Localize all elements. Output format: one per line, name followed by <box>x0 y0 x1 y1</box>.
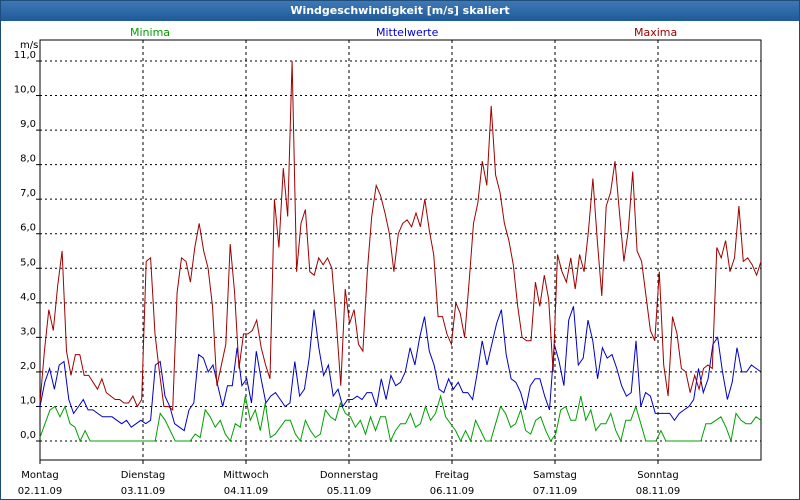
series-line-maxima <box>39 60 762 411</box>
x-tick-label-date: 05.11.09 <box>327 486 372 497</box>
y-tick-label: 4,0 <box>20 292 36 303</box>
x-tick-label-date: 08.11.09 <box>636 486 681 497</box>
y-tick-label: 5,0 <box>20 257 36 268</box>
x-tick-label-day: Freitag <box>435 470 469 481</box>
plot-frame <box>39 39 762 461</box>
y-tick-label: 6,0 <box>20 223 36 234</box>
y-tick-label: 7,0 <box>20 188 36 199</box>
x-tick-label-date: 06.11.09 <box>430 486 475 497</box>
x-tick-label-day: Donnerstag <box>320 470 378 481</box>
x-tick-label-day: Montag <box>21 470 58 481</box>
x-tick-label-date: 07.11.09 <box>533 486 578 497</box>
x-tick-label-day: Sonntag <box>637 470 679 481</box>
legend-mittelwerte: Mittelwerte <box>376 26 439 39</box>
x-tick-label-day: Mittwoch <box>223 470 268 481</box>
x-tick-label-day: Dienstag <box>121 470 166 481</box>
series-line-mittelwerte <box>39 306 762 432</box>
legend-minima: Minima <box>130 26 171 39</box>
y-tick-label: 10,0 <box>14 85 36 96</box>
legend-maxima: Maxima <box>634 26 678 39</box>
y-tick-label: 3,0 <box>20 326 36 337</box>
y-tick-label: 8,0 <box>20 154 36 165</box>
series-line-minima <box>39 394 762 443</box>
window-title: Windgeschwindigkeit [m/s] skaliert <box>1 1 799 21</box>
y-tick-label: 2,0 <box>20 361 36 372</box>
y-tick-label: 1,0 <box>20 395 36 406</box>
y-axis-unit: m/s <box>20 40 39 51</box>
x-tick-label-date: 04.11.09 <box>224 486 269 497</box>
x-tick-label-day: Samstag <box>533 470 577 481</box>
x-tick-label-date: 03.11.09 <box>121 486 166 497</box>
y-tick-label: 11,0 <box>14 50 36 61</box>
y-tick-label: 9,0 <box>20 119 36 130</box>
y-tick-label: 0,0 <box>20 430 36 441</box>
x-tick-label-date: 02.11.09 <box>18 486 63 497</box>
